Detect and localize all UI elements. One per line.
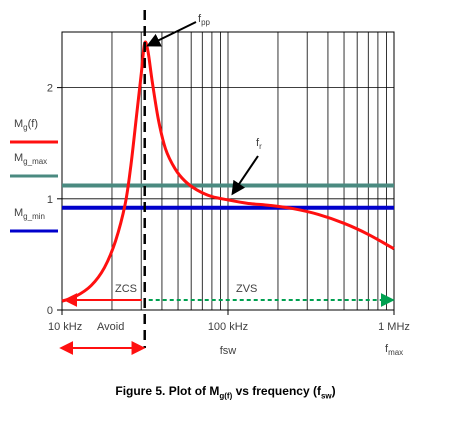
legend: Mg(f) Mg_max Mg_min <box>10 118 58 233</box>
axis-ticks: 0 1 2 10 kHz 100 kHz 1 MHz fsw <box>47 83 410 357</box>
chart: 0 1 2 10 kHz 100 kHz 1 MHz fsw fpp fr ZCS ZVS Avoi… <box>10 10 410 357</box>
caption-middle: vs frequency (f <box>232 384 321 398</box>
y-tick-label: 0 <box>47 305 53 317</box>
x-tick-label: 100 kHz <box>208 321 248 333</box>
y-tick-label: 2 <box>47 83 53 95</box>
fmax-label: fmax <box>385 343 403 357</box>
fpp-arrow <box>146 21 197 47</box>
curve-layer <box>61 10 395 348</box>
grid <box>62 32 394 310</box>
legend-label: Mg_max <box>14 152 47 166</box>
zcs-label: ZCS <box>115 283 137 295</box>
mg-curve <box>61 40 395 303</box>
x-tick-label: 1 MHz <box>378 321 410 333</box>
y-tick-label: 1 <box>47 194 53 206</box>
fpp-label: fpp <box>198 13 211 27</box>
caption-sub1: g(f) <box>219 391 233 401</box>
avoid-label: Avoid <box>97 321 124 333</box>
caption-prefix: Figure 5. Plot of M <box>115 384 220 398</box>
fr-label: fr <box>256 137 262 151</box>
annotations: fpp fr ZCS ZVS Avoid fmax <box>59 13 403 357</box>
legend-label: Mg(f) <box>14 118 38 132</box>
fr-arrow <box>231 155 259 196</box>
zvs-label: ZVS <box>236 283 257 295</box>
caption-suffix: ) <box>331 384 336 398</box>
x-tick-label: 10 kHz <box>48 321 82 333</box>
reference-lines <box>62 183 394 210</box>
legend-label: Mg_min <box>14 207 45 221</box>
x-axis-label: fsw <box>220 345 237 357</box>
figure-caption: Figure 5. Plot of Mg(f) vs frequency (fs… <box>0 384 451 400</box>
caption-sub2: sw <box>320 391 332 401</box>
